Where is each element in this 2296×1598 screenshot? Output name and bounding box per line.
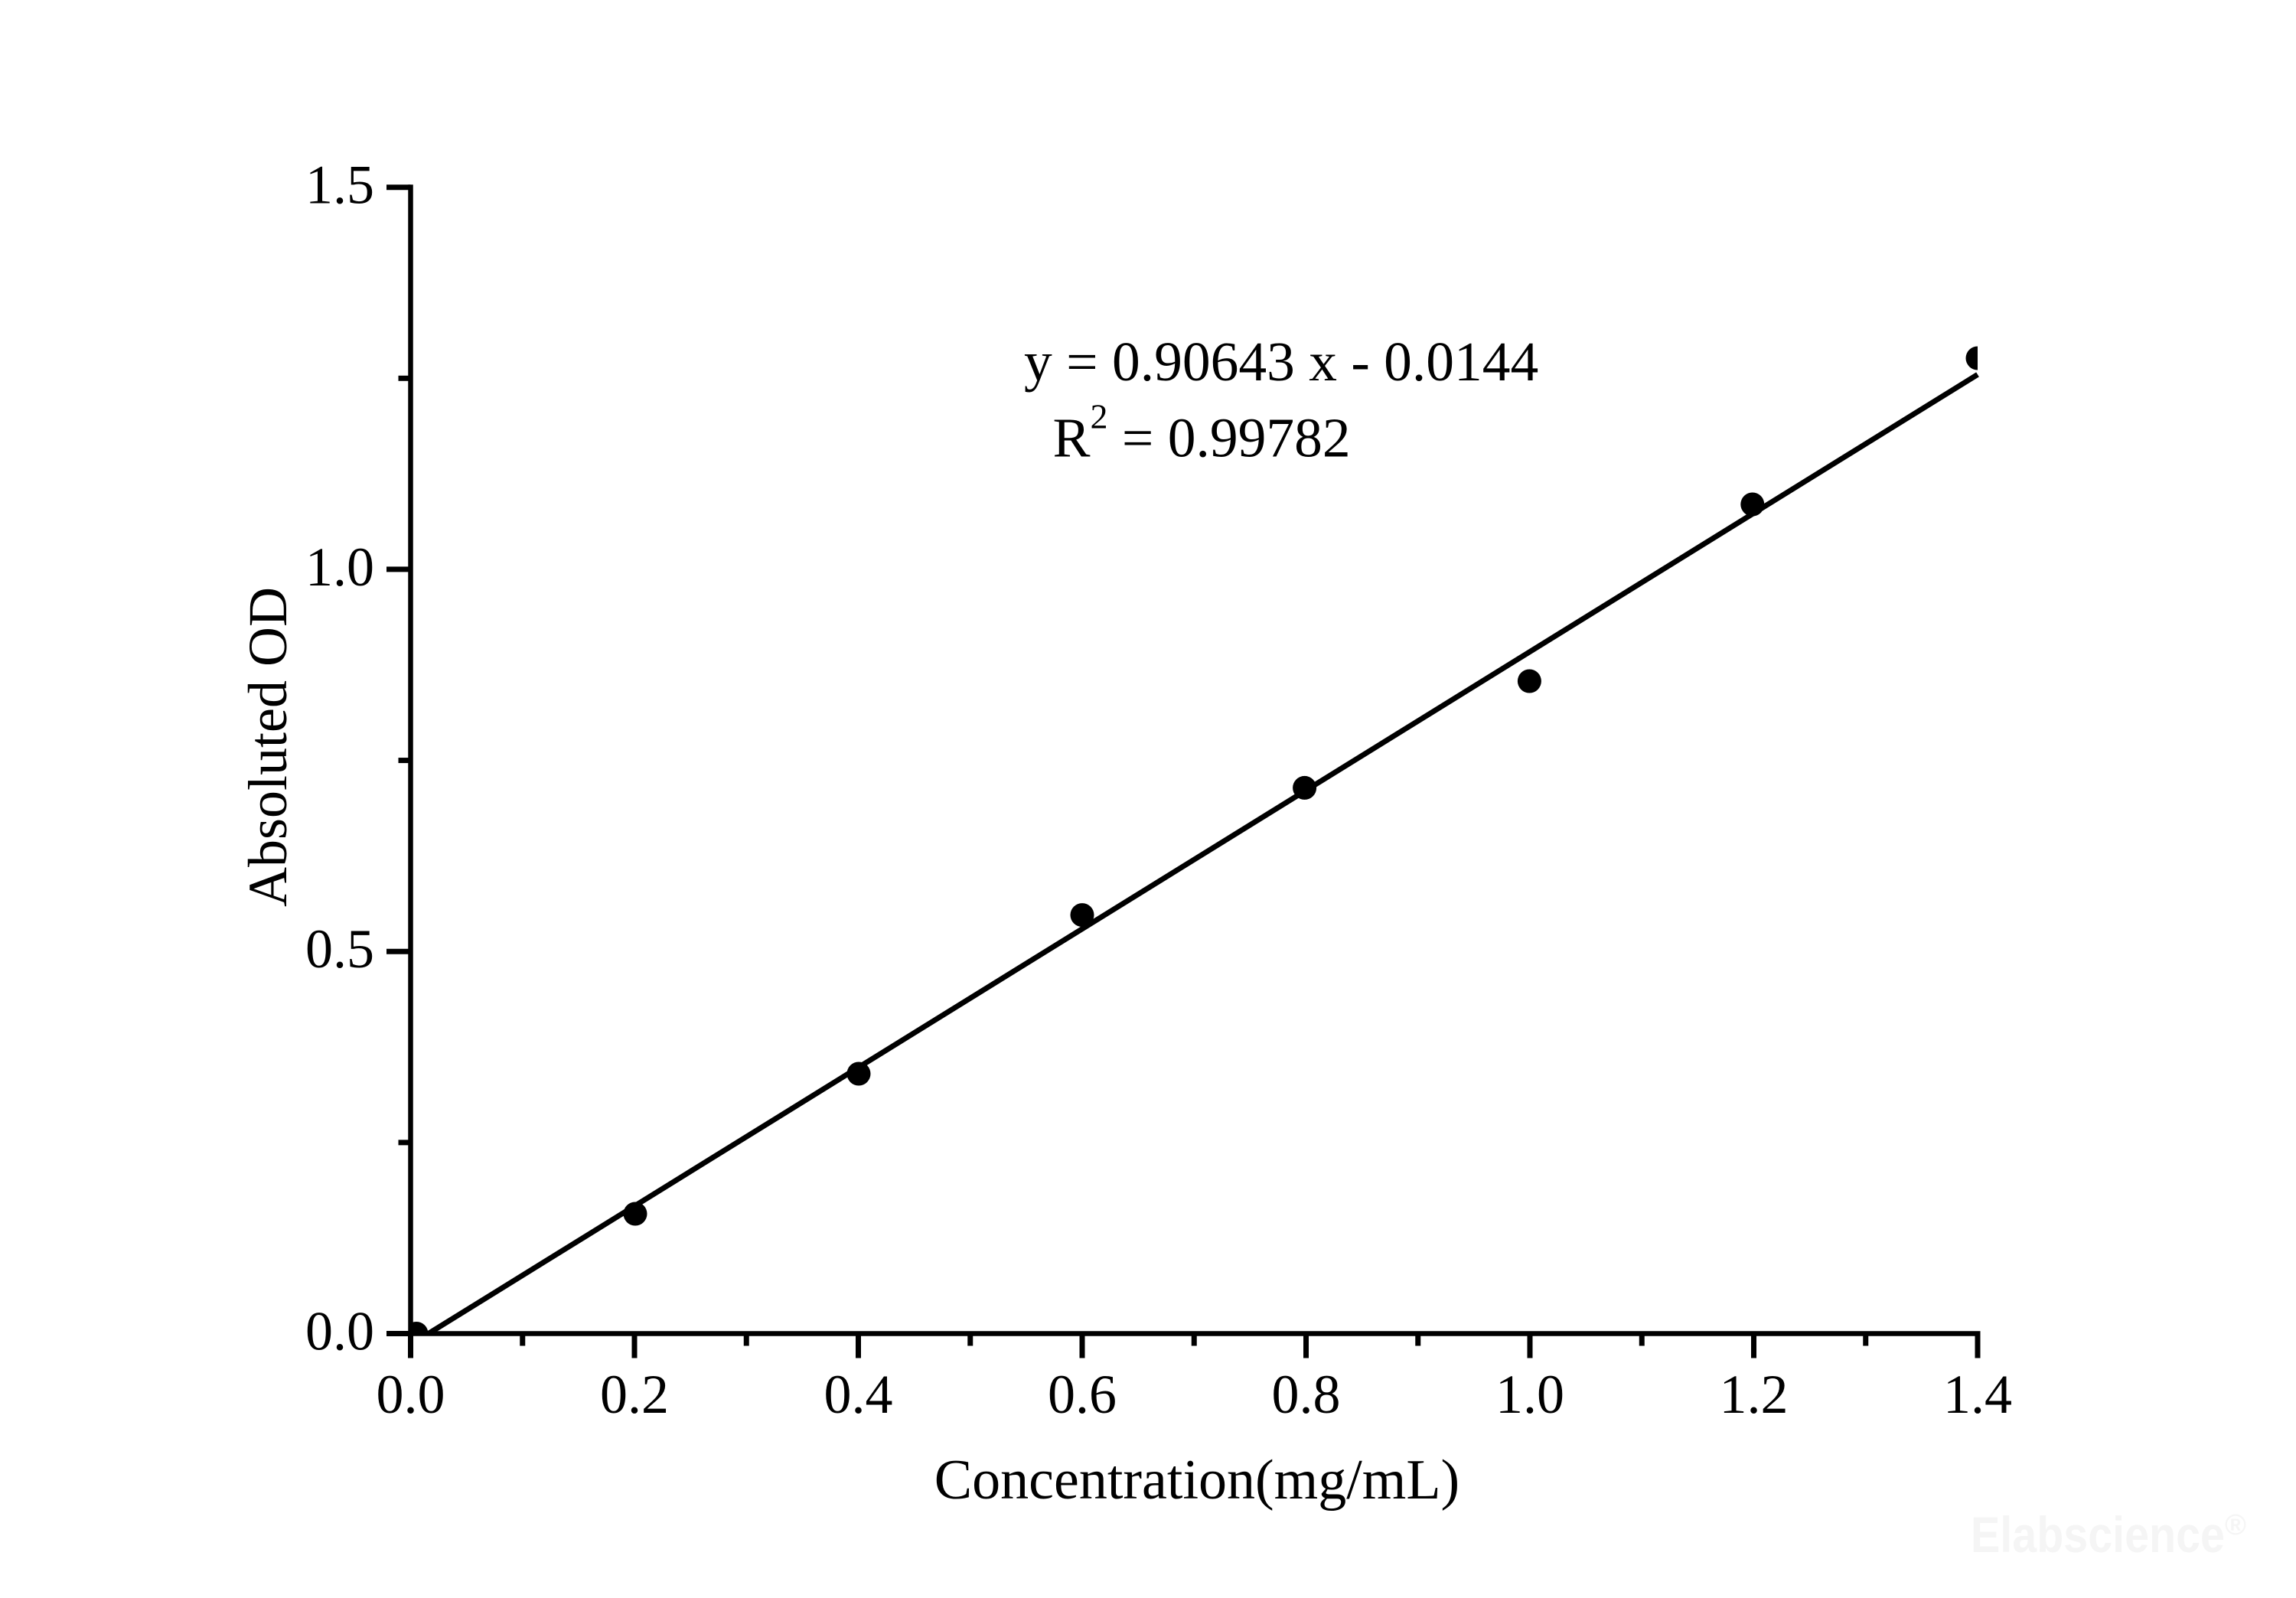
svg-text:1.0: 1.0 bbox=[305, 536, 374, 598]
svg-text:0.4: 0.4 bbox=[824, 1364, 893, 1425]
svg-text:0.2: 0.2 bbox=[600, 1364, 669, 1425]
svg-text:Concentration(mg/mL): Concentration(mg/mL) bbox=[934, 1449, 1459, 1512]
svg-text:1.2: 1.2 bbox=[1720, 1364, 1789, 1425]
svg-text:0.0: 0.0 bbox=[377, 1364, 445, 1425]
svg-text:Absoluted OD: Absoluted OD bbox=[237, 587, 298, 907]
svg-text:0.6: 0.6 bbox=[1048, 1364, 1117, 1425]
svg-text:1.4: 1.4 bbox=[1943, 1364, 2012, 1425]
svg-text:0.5: 0.5 bbox=[305, 918, 374, 980]
svg-text:Elabscience®: Elabscience® bbox=[1971, 1506, 2246, 1563]
svg-text:1.0: 1.0 bbox=[1495, 1364, 1564, 1425]
svg-text:1.5: 1.5 bbox=[305, 155, 374, 216]
svg-text:0.0: 0.0 bbox=[305, 1301, 374, 1362]
svg-text:R2 = 0.99782: R2 = 0.99782 bbox=[1053, 397, 1351, 469]
svg-text:0.8: 0.8 bbox=[1272, 1364, 1341, 1425]
svg-text:y = 0.90643 x - 0.0144: y = 0.90643 x - 0.0144 bbox=[1024, 331, 1538, 393]
